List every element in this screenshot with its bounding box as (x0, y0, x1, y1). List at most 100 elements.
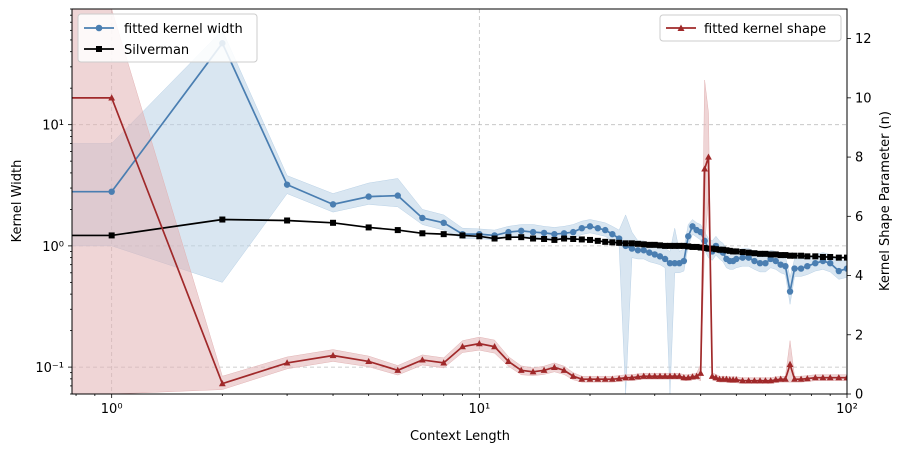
shape-point (811, 374, 819, 381)
shape-point (283, 359, 291, 366)
width-point (666, 259, 674, 267)
width-point (739, 254, 746, 261)
legend-width-marker (95, 24, 103, 32)
silverman-point (804, 253, 811, 260)
width-point (791, 265, 798, 272)
y2-tick-label: 6 (855, 210, 863, 225)
x-tick-label: 10⁰ (101, 402, 123, 417)
shape-point (751, 377, 758, 384)
shape-point (712, 374, 720, 381)
silverman-point (656, 242, 663, 249)
width-point (762, 259, 769, 267)
silverman-point (666, 242, 673, 249)
width-point (640, 247, 647, 254)
shape-point (329, 351, 337, 359)
silverman-point (640, 241, 647, 248)
silverman-point (646, 241, 653, 248)
width-point (835, 267, 843, 275)
silverman-point (782, 252, 789, 259)
shape-point (218, 380, 226, 387)
silverman-point (505, 234, 512, 241)
width-point (634, 247, 642, 254)
width-point (586, 223, 594, 230)
legend-shape-label: fitted kernel shape (704, 22, 826, 37)
width-point (680, 257, 688, 265)
silverman-point (518, 234, 525, 241)
silverman-point (693, 243, 700, 250)
width-point (733, 255, 740, 263)
width-point (518, 227, 525, 235)
shape-point (782, 375, 789, 382)
shape-point (739, 377, 746, 384)
shape-point (791, 375, 798, 382)
width-point (745, 254, 752, 261)
silverman-point (219, 216, 226, 223)
silverman-point (730, 248, 737, 255)
shape-point (505, 357, 512, 365)
silverman-point (594, 237, 601, 244)
silverman-point (419, 230, 426, 237)
legend-left: fitted kernel width Silverman (77, 13, 258, 63)
silverman-point (394, 227, 401, 234)
silverman-point (551, 236, 558, 243)
shape-point (701, 165, 709, 172)
width-point (628, 245, 636, 252)
silverman-point (622, 240, 629, 247)
silverman-point (767, 251, 774, 258)
shape-point (108, 94, 116, 101)
width-point (283, 181, 291, 188)
width-point (440, 219, 447, 227)
silverman-point (365, 224, 372, 231)
width-point (671, 259, 678, 267)
shape-point (786, 360, 794, 367)
silverman-point (762, 250, 769, 257)
silverman-point (570, 235, 577, 242)
silverman-point (578, 236, 585, 243)
silverman-point (602, 238, 609, 245)
width-point (786, 288, 794, 295)
shape-point (628, 374, 636, 381)
width-band (72, 29, 847, 394)
shape-point (745, 377, 753, 384)
silverman-point (791, 252, 798, 259)
series-lines (72, 40, 847, 387)
shape-point (586, 375, 594, 382)
silverman-point (616, 239, 623, 246)
silverman-point (712, 246, 719, 253)
y2-tick-label: 12 (855, 32, 872, 47)
shape-point (819, 374, 827, 381)
silverman-point (787, 252, 794, 259)
width-point (843, 265, 847, 272)
shape-point (732, 376, 740, 383)
legend-silverman-marker (96, 46, 102, 52)
y2-tick-label: 0 (855, 388, 863, 403)
shape-point (634, 373, 642, 380)
y-axis-label: Kernel Width (10, 160, 25, 243)
silverman-point (671, 242, 678, 249)
silverman-point (716, 246, 723, 253)
shape-point (835, 374, 843, 381)
width-point (661, 255, 669, 263)
shape-point (762, 377, 769, 384)
silverman-point (757, 250, 764, 257)
silverman-point (284, 217, 291, 224)
silverman-point (676, 242, 683, 249)
y-tick-label: 10⁻¹ (35, 361, 64, 376)
shape-point (708, 372, 716, 379)
shape-point (569, 372, 577, 379)
silverman-point (609, 239, 616, 246)
legend-width-label: fitted kernel width (124, 22, 243, 37)
silverman-point (651, 241, 658, 248)
width-point (685, 233, 692, 240)
width-point (505, 228, 512, 236)
width-point (697, 228, 704, 236)
silverman-point (701, 245, 708, 252)
x-tick-label: 10¹ (468, 402, 490, 417)
shape-point (697, 369, 705, 376)
width-point (772, 257, 779, 265)
shape-point (656, 372, 664, 379)
silverman-point (812, 253, 819, 260)
shape-point (640, 372, 648, 379)
width-point (602, 226, 609, 234)
